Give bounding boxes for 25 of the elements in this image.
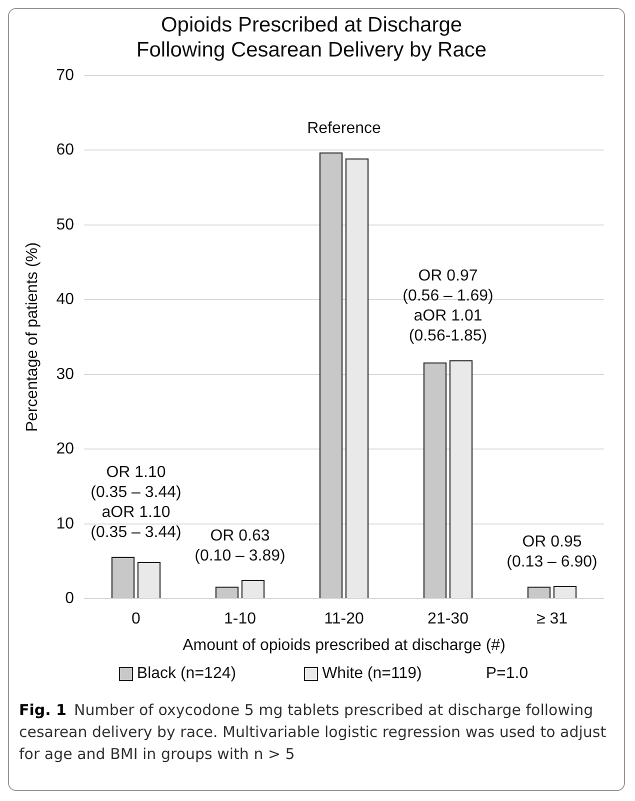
x-tick-label: 11-20 bbox=[324, 610, 364, 628]
chart-title: Opioids Prescribed at Discharge Following Cesarean Delivery by Race bbox=[136, 13, 487, 62]
x-axis-title: Amount of opioids prescribed at discharge (#) bbox=[182, 636, 506, 654]
annotation: OR 0.97 (0.56 – 1.69) aOR 1.01 (0.56-1.85) bbox=[402, 268, 494, 345]
y-axis-title: Percentage of patients (%) bbox=[24, 242, 42, 432]
caption: Fig. 1 Number of oxycodone 5 mg tablets prescribed at discharge following cesarean delivery by race. Multivariable logistic regression was used to adjust for age and BMI in groups with n > 5 bbox=[19, 700, 608, 765]
legend-label: Black (n=124) bbox=[136, 665, 236, 683]
y-tick-label: 50 bbox=[56, 216, 74, 234]
annotation: Reference bbox=[307, 120, 382, 137]
y-tick-label: 0 bbox=[65, 590, 74, 608]
text: P=1.0 bbox=[486, 665, 528, 683]
y-tick-label: 60 bbox=[56, 142, 74, 159]
x-tick-label: 21-30 bbox=[428, 610, 469, 628]
annotation: OR 1.10 (0.35 – 3.44) aOR 1.10 (0.35 – 3.44) bbox=[90, 464, 182, 542]
x-tick-label: 1-10 bbox=[224, 610, 256, 628]
legend-label: White (n=119) bbox=[322, 665, 422, 683]
y-tick-label: 10 bbox=[56, 515, 74, 532]
annotation: OR 0.63 (0.10 – 3.89) bbox=[194, 527, 286, 564]
y-tick-label: 40 bbox=[56, 291, 74, 308]
x-tick-label: ≥ 31 bbox=[536, 610, 568, 628]
annotation: OR 0.95 (0.13 – 6.90) bbox=[506, 533, 598, 570]
y-tick-label: 30 bbox=[56, 366, 74, 383]
y-tick-label: 70 bbox=[56, 66, 74, 84]
y-tick-label: 20 bbox=[56, 440, 74, 458]
x-tick-label: 0 bbox=[132, 610, 141, 628]
